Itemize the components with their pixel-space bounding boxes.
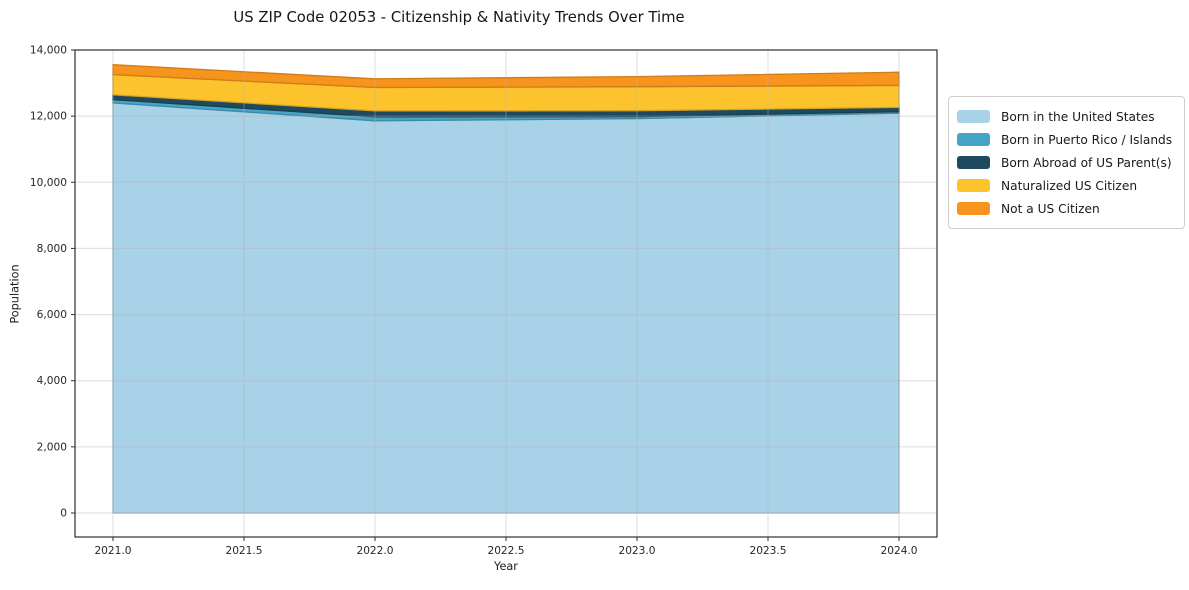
legend-swatch-icon xyxy=(957,202,990,215)
y-tick-label: 2,000 xyxy=(37,441,68,453)
y-tick-label: 4,000 xyxy=(37,375,68,387)
x-axis-label: Year xyxy=(494,560,518,573)
y-tick-label: 0 xyxy=(60,507,67,519)
legend-label: Born in Puerto Rico / Islands xyxy=(1001,132,1173,147)
legend: Born in the United States Born in Puerto … xyxy=(948,96,1186,229)
legend-label: Naturalized US Citizen xyxy=(1001,178,1138,193)
legend-label: Not a US Citizen xyxy=(1001,201,1100,216)
x-tick-label: 2021.0 xyxy=(94,545,131,557)
legend-item: Born in Puerto Rico / Islands xyxy=(957,128,1172,151)
y-tick-label: 6,000 xyxy=(37,309,68,321)
x-tick-label: 2022.0 xyxy=(356,545,393,557)
x-tick-label: 2023.0 xyxy=(618,545,655,557)
chart-title: US ZIP Code 02053 - Citizenship & Nativi… xyxy=(233,9,685,26)
y-tick-label: 10,000 xyxy=(30,177,67,189)
y-tick-label: 14,000 xyxy=(30,45,67,57)
legend-item: Born Abroad of US Parent(s) xyxy=(957,151,1172,174)
legend-swatch-icon xyxy=(957,133,990,146)
x-tick-label: 2021.5 xyxy=(225,545,262,557)
legend-label: Born Abroad of US Parent(s) xyxy=(1001,155,1172,170)
legend-swatch-icon xyxy=(957,156,990,169)
area-series-4 xyxy=(112,64,900,89)
legend-swatch-icon xyxy=(957,110,990,123)
legend-item: Naturalized US Citizen xyxy=(957,174,1172,197)
legend-item: Born in the United States xyxy=(957,105,1172,128)
y-tick-label: 8,000 xyxy=(37,243,68,255)
legend-swatch-icon xyxy=(957,179,990,192)
y-axis-label: Population xyxy=(8,264,22,324)
legend-item: Not a US Citizen xyxy=(957,197,1172,220)
legend-label: Born in the United States xyxy=(1001,109,1155,124)
x-tick-label: 2023.5 xyxy=(749,545,786,557)
y-tick-label: 12,000 xyxy=(30,111,67,123)
x-tick-label: 2022.5 xyxy=(487,545,524,557)
x-tick-label: 2024.0 xyxy=(880,545,917,557)
